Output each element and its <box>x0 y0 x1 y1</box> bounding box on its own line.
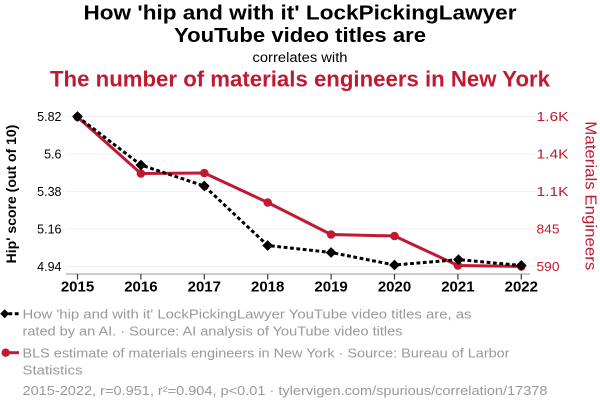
svg-text:5.16: 5.16 <box>37 223 61 237</box>
svg-text:5.82: 5.82 <box>37 110 61 124</box>
svg-text:The number of materials engine: The number of materials engineers in New… <box>50 67 551 92</box>
svg-text:2020: 2020 <box>378 279 411 296</box>
svg-text:1.6K: 1.6K <box>537 109 569 124</box>
svg-text:2022: 2022 <box>505 279 538 296</box>
svg-text:rated by an AI. · Source: AI a: rated by an AI. · Source: AI analysis of… <box>23 324 404 339</box>
svg-text:2015: 2015 <box>61 279 94 296</box>
svg-text:1.1K: 1.1K <box>537 184 569 199</box>
svg-text:How 'hip and with it' LockPick: How 'hip and with it' LockPickingLawyer <box>84 3 517 25</box>
svg-text:2015-2022, r=0.951, r²=0.904,: 2015-2022, r=0.951, r²=0.904, p<0.01 · t… <box>23 383 548 398</box>
svg-text:Hip' score (out of 10): Hip' score (out of 10) <box>3 125 19 264</box>
svg-text:5.38: 5.38 <box>37 185 61 199</box>
svg-text:2016: 2016 <box>124 279 157 296</box>
svg-text:YouTube video titles are: YouTube video titles are <box>174 25 426 47</box>
svg-text:BLS estimate of materials engi: BLS estimate of materials engineers in N… <box>23 345 511 360</box>
svg-text:Statistics: Statistics <box>23 363 84 378</box>
svg-text:2017: 2017 <box>188 279 221 296</box>
svg-text:2019: 2019 <box>314 279 347 296</box>
svg-text:1.4K: 1.4K <box>537 146 569 161</box>
svg-text:2018: 2018 <box>251 279 284 296</box>
svg-text:5.6: 5.6 <box>44 147 61 161</box>
svg-text:How 'hip and with it' LockPick: How 'hip and with it' LockPickingLawyer … <box>23 306 473 321</box>
svg-text:Materials Engineers: Materials Engineers <box>582 121 599 270</box>
svg-text:845: 845 <box>537 222 560 237</box>
svg-text:590: 590 <box>537 259 560 274</box>
svg-text:4.94: 4.94 <box>37 260 61 274</box>
svg-text:correlates with: correlates with <box>253 50 348 65</box>
svg-text:2021: 2021 <box>441 279 474 296</box>
